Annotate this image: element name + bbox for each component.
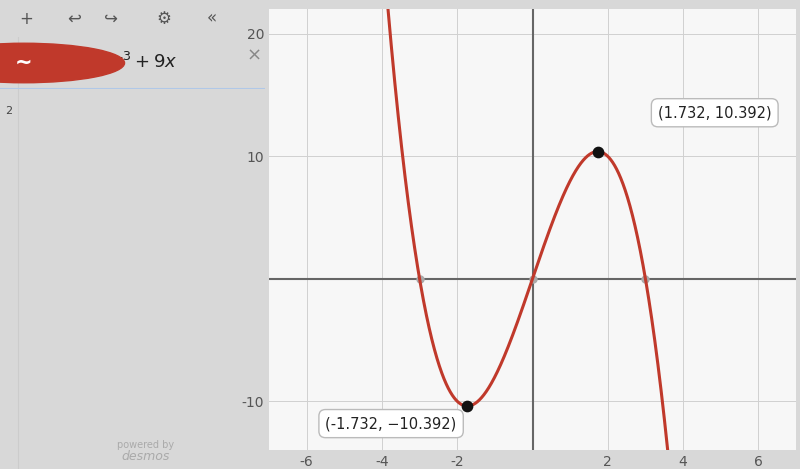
Text: desmos: desmos bbox=[122, 450, 170, 463]
Circle shape bbox=[0, 43, 125, 83]
Text: (-1.732, −10.392): (-1.732, −10.392) bbox=[326, 416, 457, 431]
Point bbox=[461, 402, 474, 410]
Text: (1.732, 10.392): (1.732, 10.392) bbox=[658, 105, 771, 120]
Text: ⚙: ⚙ bbox=[157, 9, 172, 28]
Text: ×: × bbox=[247, 46, 262, 64]
Text: +: + bbox=[19, 9, 34, 28]
Text: 1: 1 bbox=[6, 50, 13, 60]
Text: $y = -x^3 + 9x$: $y = -x^3 + 9x$ bbox=[56, 50, 178, 74]
Text: powered by: powered by bbox=[117, 440, 174, 450]
Text: ↪: ↪ bbox=[104, 9, 118, 28]
Text: 2: 2 bbox=[6, 106, 13, 116]
Point bbox=[591, 148, 604, 155]
Text: ~: ~ bbox=[15, 53, 33, 73]
Text: ↩: ↩ bbox=[67, 9, 81, 28]
Text: «: « bbox=[207, 9, 217, 28]
